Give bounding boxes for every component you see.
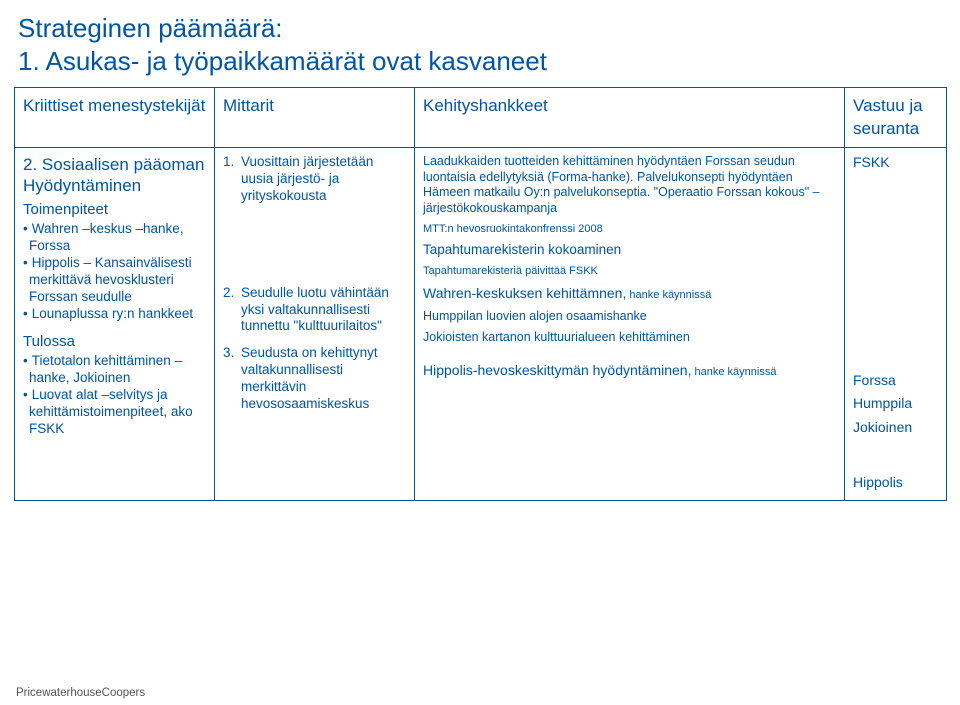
title-line-2: 1. Asukas- ja työpaikkamäärät ovat kasva… bbox=[18, 45, 942, 78]
metric-item: 3. Seudusta on kehittynyt valtakunnallis… bbox=[223, 345, 406, 413]
cell-critical-factors: 2. Sosiaalisen pääoman Hyödyntäminen Toi… bbox=[15, 148, 215, 501]
list-item: Lounaplussa ry:n hankkeet bbox=[23, 306, 206, 323]
resp-item: Jokioinen bbox=[853, 419, 938, 437]
resp-item: Hippolis bbox=[853, 474, 938, 492]
dev-block: Tapahtumarekisterin kokoaminen bbox=[423, 242, 836, 259]
cell-development-projects: Laadukkaiden tuotteiden kehittäminen hyö… bbox=[415, 148, 845, 501]
dev-block: Humppilan luovien alojen osaamishanke bbox=[423, 309, 836, 325]
resp-item: Forssa bbox=[853, 372, 938, 390]
title-line-1: Strateginen päämäärä: bbox=[18, 12, 942, 45]
resp-item: FSKK bbox=[853, 154, 938, 172]
content-table: Kriittiset menestystekijät Mittarit Kehi… bbox=[0, 87, 960, 501]
header-col4: Vastuu ja seuranta bbox=[845, 88, 947, 148]
subheading-tulossa: Tulossa bbox=[23, 333, 206, 352]
dev-block: Jokioisten kartanon kulttuurialueen kehi… bbox=[423, 330, 836, 346]
metric-item: 1. Vuosittain järjestetään uusia järjest… bbox=[223, 154, 406, 205]
slide-title: Strateginen päämäärä: 1. Asukas- ja työp… bbox=[0, 0, 960, 87]
resp-item: Humppila bbox=[853, 395, 938, 413]
dev-block: Tapahtumarekisteriä päivittää FSKK bbox=[423, 265, 836, 279]
dev-block: Wahren-keskuksen kehittämnen, hanke käyn… bbox=[423, 285, 836, 303]
list-item: Tietotalon kehittäminen – hanke, Jokioin… bbox=[23, 353, 206, 387]
bullets-group-2: Tietotalon kehittäminen – hanke, Jokioin… bbox=[23, 353, 206, 437]
cell-responsibility: FSKK Forssa Humppila Jokioinen Hippolis bbox=[845, 148, 947, 501]
subheading-toimenpiteet: Toimenpiteet bbox=[23, 201, 206, 220]
list-item: Luovat alat –selvitys ja kehittämistoime… bbox=[23, 387, 206, 438]
dev-block: Hippolis-hevoskeskittymän hyödyntäminen,… bbox=[423, 362, 836, 380]
list-item: Wahren –keskus –hanke, Forssa bbox=[23, 221, 206, 255]
header-col2: Mittarit bbox=[215, 88, 415, 148]
list-item: Hippolis – Kansainvälisesti merkittävä h… bbox=[23, 255, 206, 306]
dev-block: Laadukkaiden tuotteiden kehittäminen hyö… bbox=[423, 154, 836, 217]
factor-heading: 2. Sosiaalisen pääoman Hyödyntäminen bbox=[23, 154, 206, 197]
header-col1: Kriittiset menestystekijät bbox=[15, 88, 215, 148]
cell-metrics: 1. Vuosittain järjestetään uusia järjest… bbox=[215, 148, 415, 501]
footer-brand: PricewaterhouseCoopers bbox=[16, 687, 145, 699]
metric-item: 2. Seudulle luotu vähintään yksi valtaku… bbox=[223, 285, 406, 336]
dev-block: MTT:n hevosruokintakonfrenssi 2008 bbox=[423, 223, 836, 237]
header-col3: Kehityshankkeet bbox=[415, 88, 845, 148]
bullets-group-1: Wahren –keskus –hanke, Forssa Hippolis –… bbox=[23, 221, 206, 322]
